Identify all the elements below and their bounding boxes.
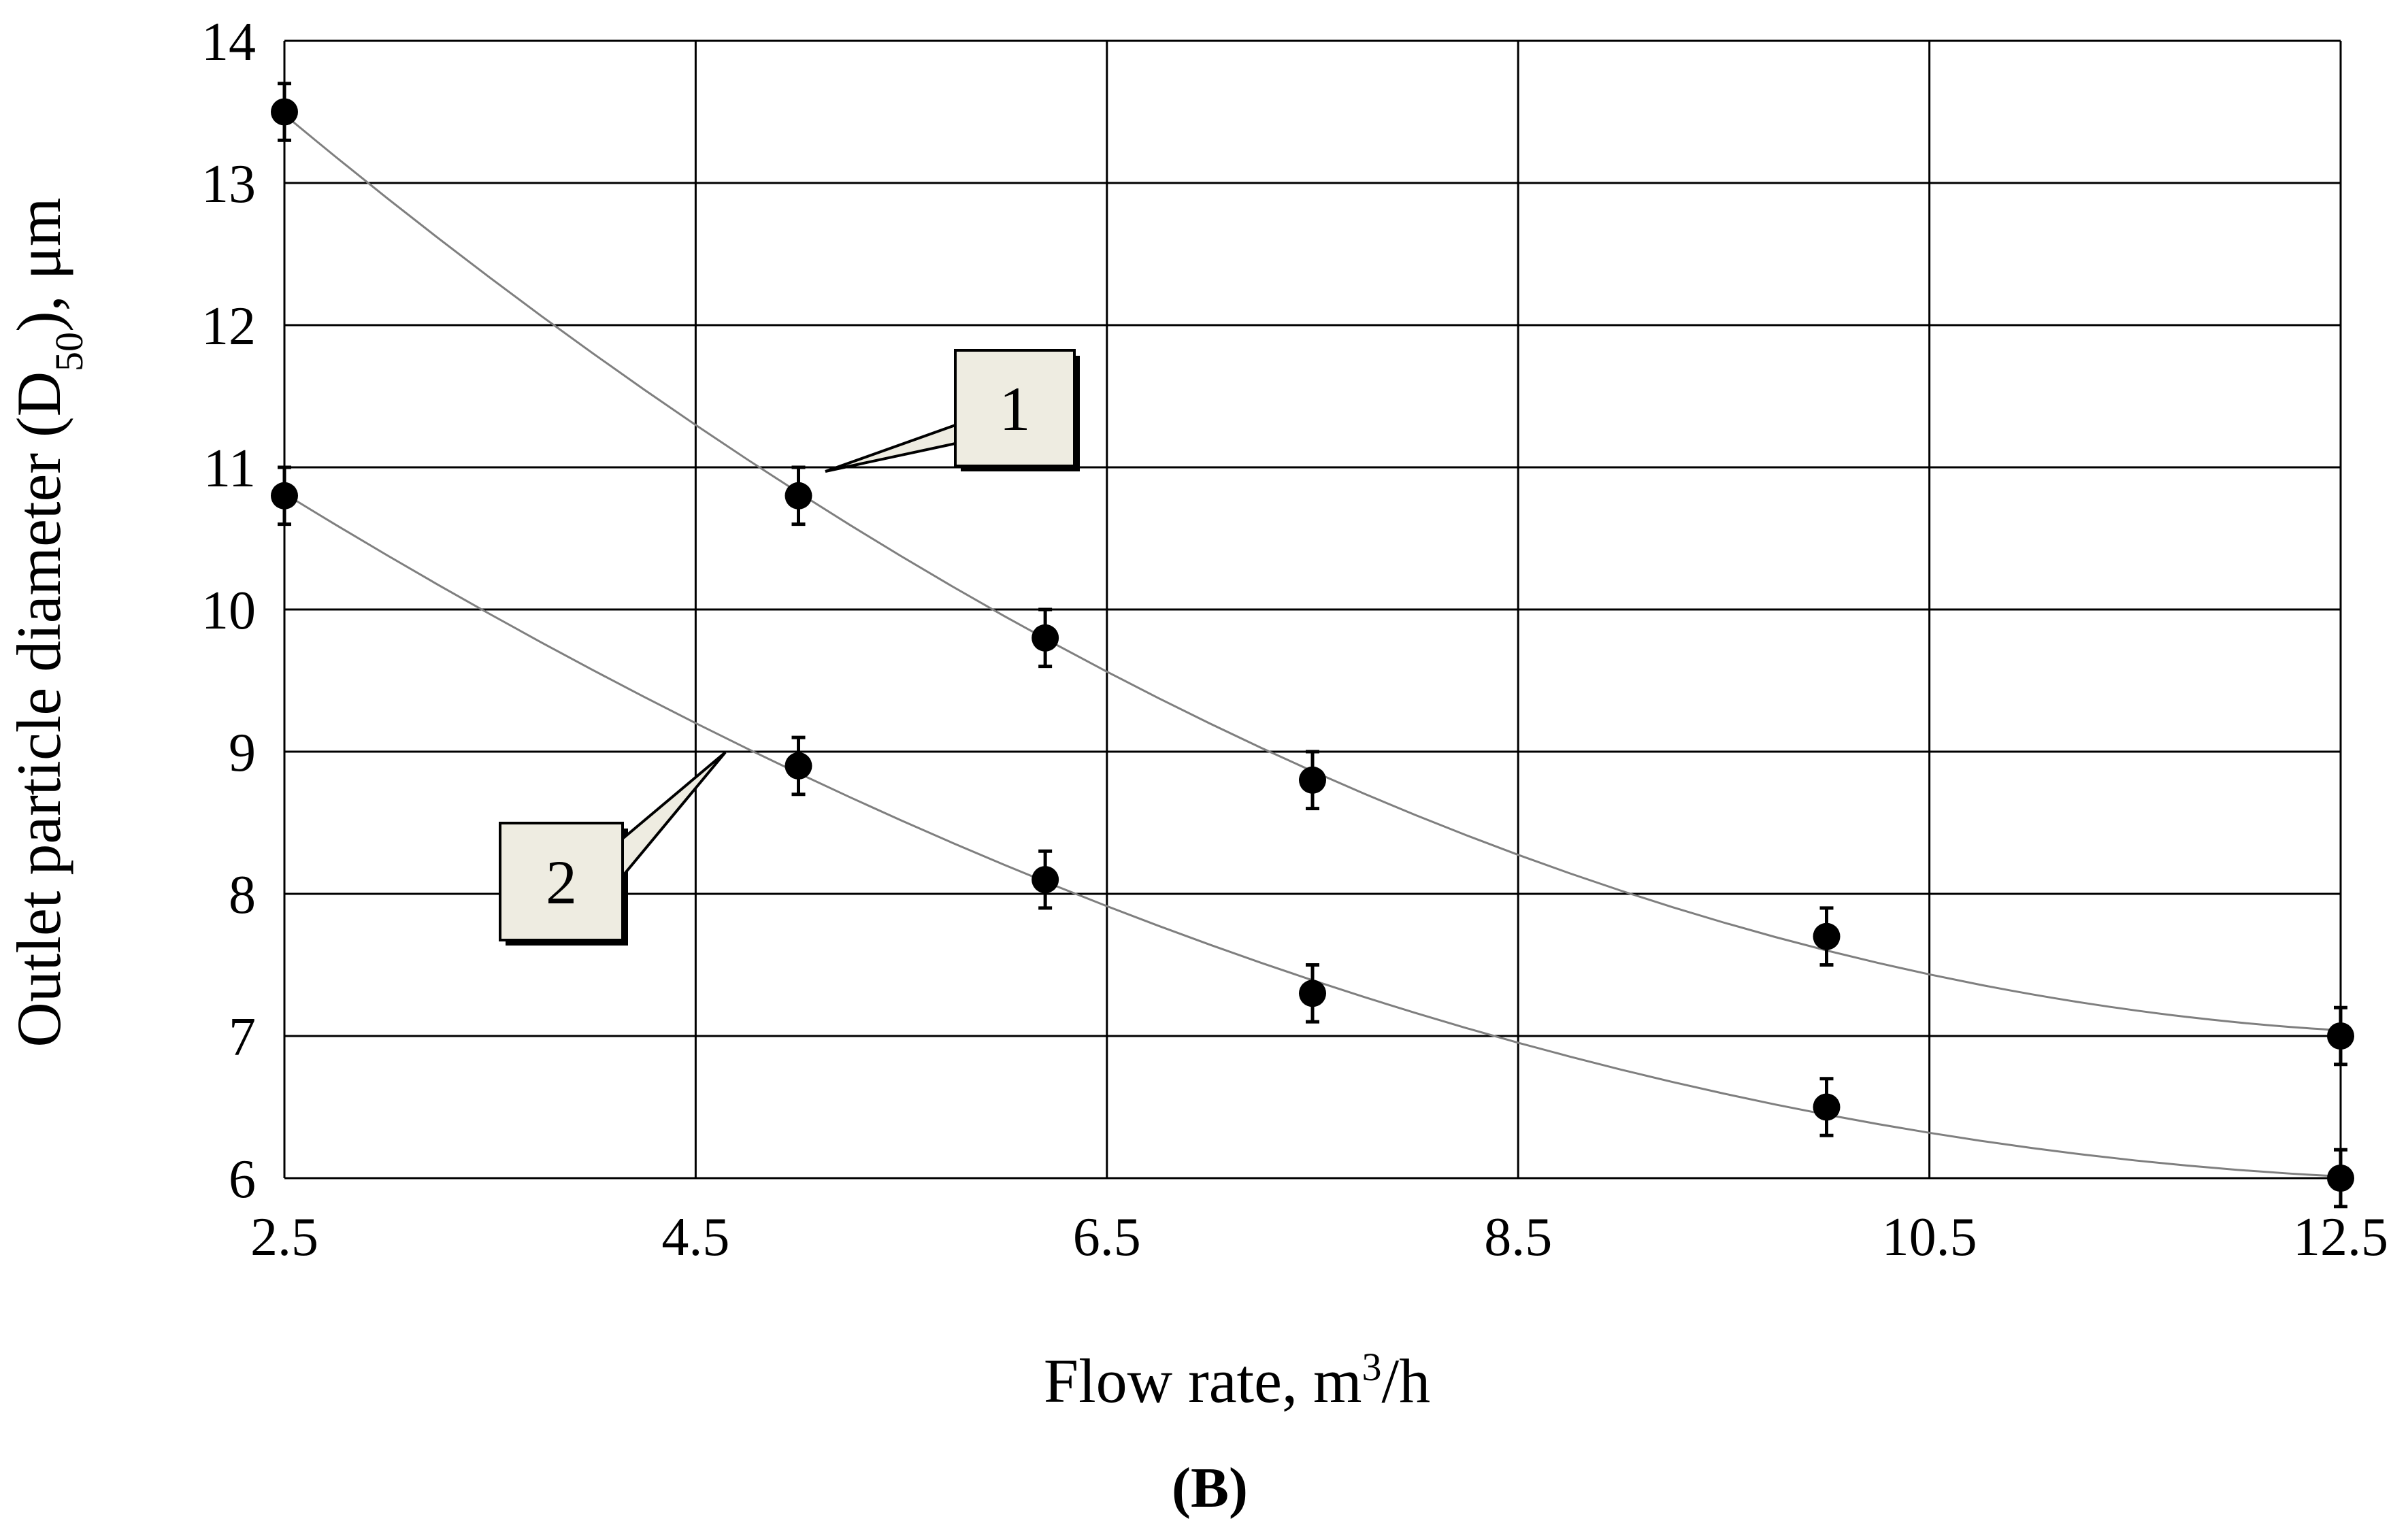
data-point-series-1	[271, 98, 298, 126]
y-tick-label: 9	[229, 723, 256, 783]
x-tick-labels: 2.5 4.5 6.5 8.5 10.5 12.5	[250, 1207, 2388, 1267]
y-tick-label: 7	[229, 1007, 256, 1067]
callout-pointer	[825, 423, 957, 473]
callout-pointer	[621, 751, 727, 880]
data-points	[271, 82, 2354, 1209]
y-tick-labels: 6 7 8 9 10 11 12 13 14	[201, 12, 256, 1209]
callouts: 12	[499, 349, 1080, 946]
y-tick-label: 11	[203, 439, 256, 499]
y-tick-label: 12	[201, 297, 256, 356]
y-axis-title: Outlet particle diameter (D50), μm	[4, 197, 91, 1047]
panel-label: (B)	[1172, 1456, 1248, 1520]
y-tick-label: 10	[201, 581, 256, 641]
callout-1: 1	[825, 349, 1080, 473]
data-point-series-1	[1032, 624, 1059, 652]
callout-box	[499, 822, 624, 941]
data-point-series-1	[2327, 1022, 2354, 1050]
y-tick-label: 6	[229, 1150, 256, 1209]
x-tick-label: 10.5	[1882, 1207, 1977, 1267]
data-point-series-2	[1813, 1093, 1841, 1121]
x-tick-label: 12.5	[2293, 1207, 2388, 1267]
x-tick-label: 8.5	[1484, 1207, 1552, 1267]
x-tick-label: 4.5	[661, 1207, 729, 1267]
x-tick-label: 6.5	[1073, 1207, 1141, 1267]
callout-2: 2	[499, 751, 727, 946]
callout-box	[954, 349, 1076, 467]
y-axis-title-subscript: 50	[47, 332, 91, 371]
callout-label: 1	[1000, 374, 1031, 444]
x-axis-title: Flow rate, m3/h	[1044, 1345, 1430, 1416]
x-tick-label: 2.5	[250, 1207, 318, 1267]
data-point-series-2	[1032, 866, 1059, 894]
callout-label: 2	[546, 848, 577, 917]
data-point-series-1	[1299, 766, 1326, 794]
data-point-series-2	[271, 482, 298, 509]
y-tick-label: 8	[229, 865, 256, 925]
fit-curve-series-1	[284, 114, 2341, 1032]
x-axis-title-superscript: 3	[1362, 1345, 1382, 1389]
data-point-series-2	[785, 752, 812, 780]
y-tick-label: 13	[201, 154, 256, 214]
grid	[283, 39, 2342, 1180]
data-point-series-2	[1299, 980, 1326, 1007]
y-tick-label: 14	[201, 12, 256, 72]
fit-curve-series-2	[284, 492, 2341, 1177]
fit-curves	[284, 114, 2341, 1177]
data-point-series-1	[785, 482, 812, 509]
data-point-series-1	[1813, 922, 1841, 950]
data-point-series-2	[2327, 1165, 2354, 1192]
